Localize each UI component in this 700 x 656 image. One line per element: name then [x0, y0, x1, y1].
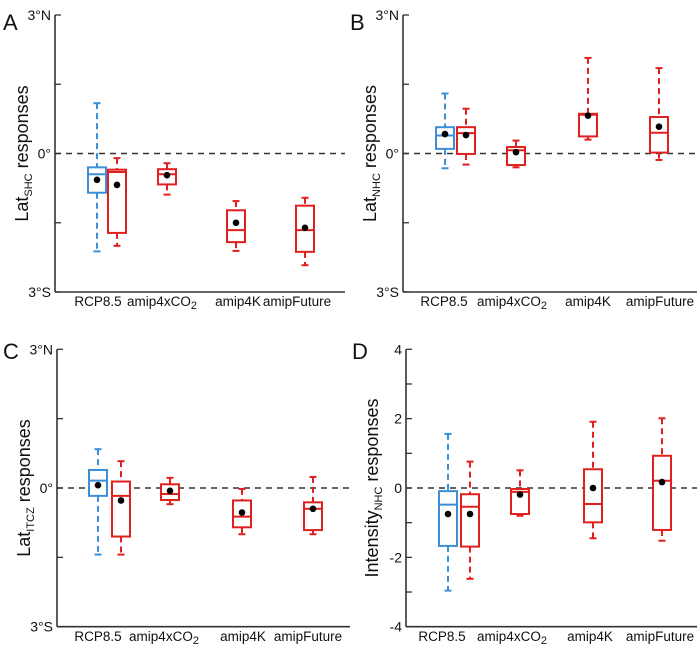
mean-dot [466, 510, 474, 518]
x-category-label: amip4xCO2 [477, 629, 547, 647]
box-rcp8.5-red [107, 157, 127, 247]
x-category-label: amip4K [567, 629, 613, 644]
box-rcp8.5-blue [435, 92, 455, 170]
box-amip4k-red [232, 487, 252, 536]
panel-d: D 4 2 0 -2 -4 IntensityNHC responses RCP8.5 amip… [352, 339, 697, 647]
x-category-label: amipFuture [626, 294, 694, 309]
mean-dot [232, 219, 240, 227]
x-category-label: amip4K [220, 629, 266, 644]
x-category-label: RCP8.5 [418, 629, 465, 644]
mean-dot [301, 224, 309, 232]
y-tick-label: -2 [390, 549, 403, 565]
y-axis-label: IntensityNHC responses [362, 399, 385, 578]
mean-dot [113, 181, 121, 189]
panel-label: C [3, 339, 19, 364]
panel-label: A [3, 10, 18, 35]
box-amip4xco2-red [510, 469, 530, 517]
y-axis-label: LatITCZ responses [14, 419, 37, 557]
y-tick-label: 0 [394, 480, 402, 496]
box-iqr [460, 493, 480, 548]
box-amipfuture-red [652, 417, 672, 542]
x-category-label: amip4xCO2 [127, 294, 197, 312]
y-tick-label: 3°N [376, 7, 400, 23]
y-tick-label: 3°S [30, 619, 53, 635]
mean-dot [444, 510, 452, 518]
y-tick-label: 0° [38, 146, 51, 162]
box-amipfuture-red [303, 475, 323, 536]
box-rcp8.5-red [456, 107, 476, 166]
box-amip4xco2-red [506, 139, 526, 169]
box-iqr [510, 488, 530, 516]
box-amipfuture-red [649, 67, 669, 161]
box-rcp8.5-red [460, 460, 480, 580]
box-amip4k-red [583, 420, 603, 540]
box-iqr [107, 168, 127, 234]
x-category-label: amip4xCO2 [129, 629, 199, 647]
box-iqr [226, 209, 246, 244]
mean-dot [584, 112, 592, 119]
box-iqr [583, 468, 603, 524]
y-tick-label: 3°S [376, 284, 399, 300]
box-amip4xco2-red [160, 476, 180, 506]
mean-dot [658, 478, 666, 486]
mean-dot [512, 148, 520, 156]
panel-b: B 3°N 0° 3°S LatNHC responses RCP8.5 amip4xCO2… [350, 7, 697, 312]
box-iqr [506, 146, 526, 167]
x-category-label: RCP8.5 [420, 294, 467, 309]
y-tick-label: 0° [40, 480, 53, 496]
mean-dot [462, 131, 470, 139]
mean-dot [163, 171, 171, 179]
x-category-label: amip4xCO2 [477, 294, 547, 312]
x-category-label: amipFuture [263, 294, 331, 309]
box-rcp8.5-blue [438, 432, 458, 592]
box-iqr [435, 126, 455, 150]
panel-label: B [350, 10, 365, 35]
mean-dot [93, 176, 101, 184]
mean-dot [117, 497, 125, 504]
x-category-label: amip4K [565, 294, 611, 309]
y-axis-label: LatNHC responses [360, 85, 383, 222]
y-tick-label: 3°N [28, 7, 52, 23]
y-axis-label: LatSHC responses [12, 85, 35, 221]
box-amip4xco2-red [157, 162, 177, 196]
box-iqr [438, 490, 458, 547]
mean-dot [309, 505, 317, 513]
x-category-label: amipFuture [626, 629, 694, 644]
box-iqr [456, 126, 476, 155]
y-tick-label: 2 [394, 411, 402, 427]
mean-dot [655, 123, 663, 131]
x-category-label: amipFuture [274, 629, 342, 644]
x-category-label: amip4K [215, 294, 261, 309]
box-rcp8.5-red [111, 460, 131, 556]
box-iqr [649, 116, 669, 154]
mean-dot [166, 487, 174, 495]
y-tick-label: 4 [394, 341, 402, 357]
mean-dot [238, 509, 246, 516]
box-amip4k-red [578, 56, 598, 141]
x-category-label: RCP8.5 [74, 629, 121, 644]
mean-dot [516, 491, 524, 498]
box-rcp8.5-blue [88, 448, 108, 556]
y-tick-label: 3°N [30, 341, 54, 357]
box-amipfuture-red [295, 196, 315, 267]
box-amip4k-red [226, 200, 246, 252]
panel-label: D [352, 339, 368, 364]
box-rcp8.5-blue [87, 102, 107, 253]
y-tick-label: -4 [390, 619, 403, 635]
panel-c: C 3°N 0° 3°S LatITCZ responses RCP8.5 amip4xCO… [3, 339, 350, 647]
box-iqr [111, 480, 131, 538]
mean-dot [441, 130, 449, 138]
x-category-label: RCP8.5 [74, 294, 121, 309]
panel-a: A 3°N 0° 3°S LatSHC responses RCP8.5 amip4xCO2… [3, 7, 345, 312]
mean-dot [589, 484, 597, 492]
y-tick-label: 3°S [28, 284, 51, 300]
box-iqr [652, 454, 672, 531]
y-tick-label: 0° [386, 146, 399, 162]
mean-dot [94, 481, 102, 489]
